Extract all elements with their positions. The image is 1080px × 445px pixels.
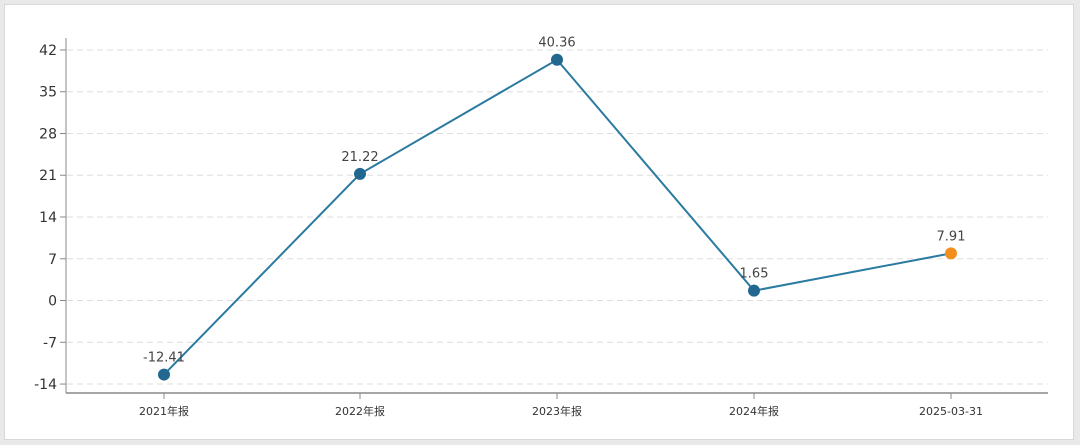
y-tick-label: 42: [39, 43, 57, 59]
data-point[interactable]: [158, 368, 170, 381]
x-tick-label: 2023年报: [532, 404, 582, 418]
axis-layer: 42 35 28 21 14 7 0 -7 -14 2021年报 2022年报 2023年报 2024年…: [34, 38, 1048, 418]
data-label: -12.41: [143, 351, 185, 366]
y-tick-label: 21: [39, 168, 57, 184]
grid-layer: [67, 49, 1048, 385]
highlight-data-point[interactable]: [945, 247, 957, 260]
data-label: 1.65: [740, 267, 769, 282]
chart-frame: [4, 4, 1074, 440]
label-layer: -12.41 21.22 40.36 1.65 7.91: [143, 36, 965, 366]
x-tick-label: 2021年报: [139, 404, 189, 418]
y-tick-label: -7: [43, 335, 57, 351]
data-label: 7.91: [937, 229, 966, 244]
x-tick-label: 2022年报: [335, 404, 385, 418]
y-tick-label: 14: [39, 210, 57, 226]
y-tick-label: 7: [48, 252, 57, 268]
data-point[interactable]: [354, 167, 366, 180]
y-tick-label: -14: [34, 377, 57, 393]
y-tick-label: 28: [39, 126, 57, 142]
series-layer: [158, 53, 957, 381]
y-tick-label: 0: [48, 294, 57, 310]
data-label: 21.22: [341, 150, 378, 165]
y-tick-label: 35: [39, 85, 57, 101]
data-point[interactable]: [748, 284, 760, 297]
data-point[interactable]: [551, 53, 563, 66]
x-tick-label: 2025-03-31: [919, 405, 983, 418]
x-tick-label: 2024年报: [729, 404, 779, 418]
data-label: 40.36: [538, 36, 575, 51]
